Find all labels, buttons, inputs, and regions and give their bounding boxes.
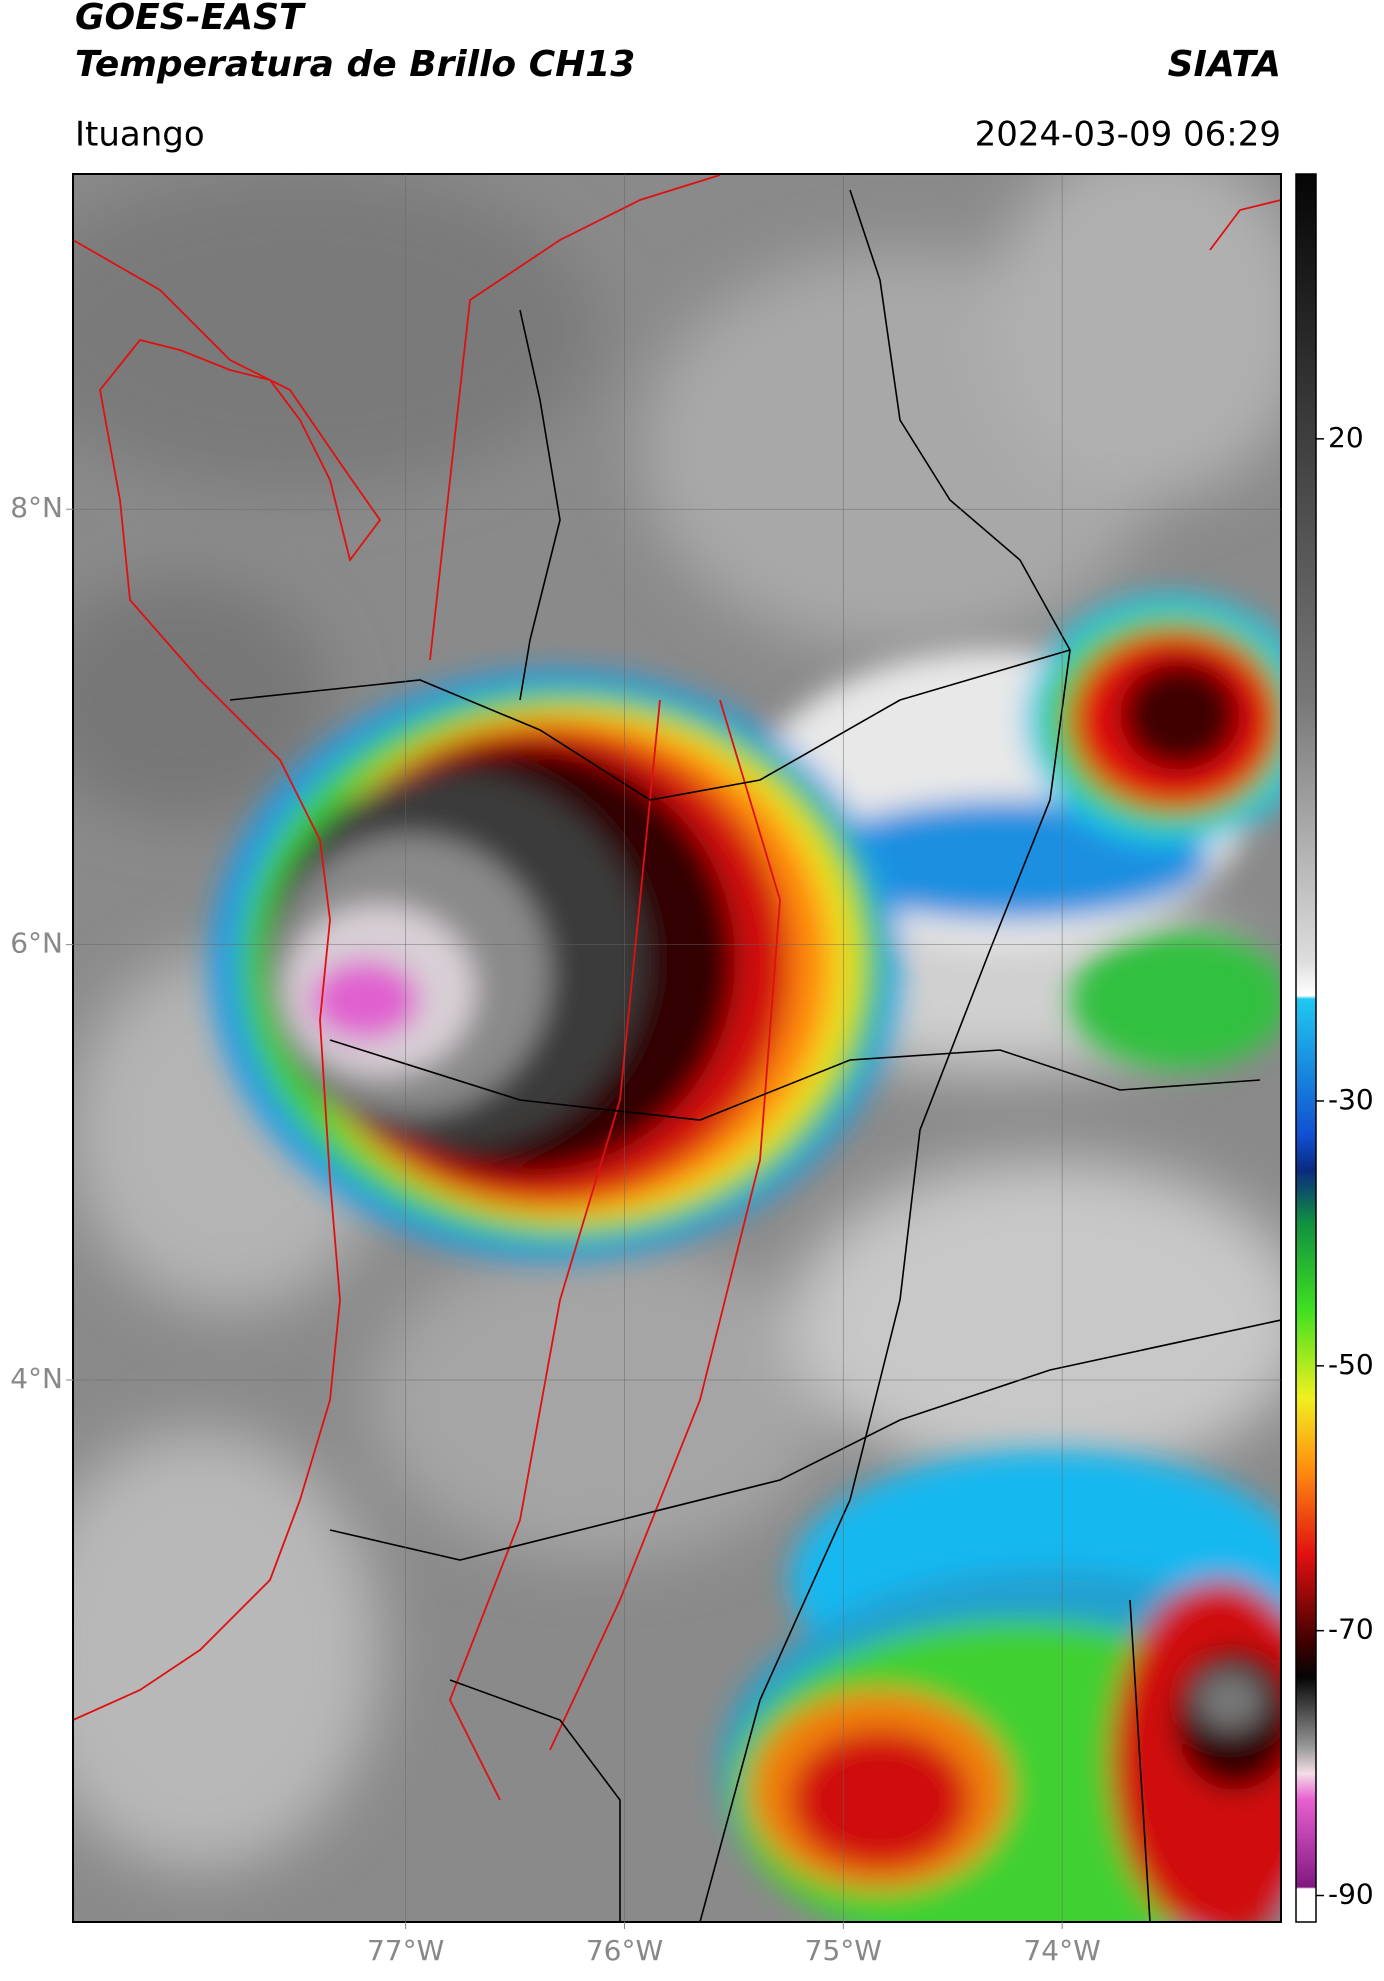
lon-label: 77°W bbox=[367, 1934, 444, 1967]
colorbar-label: -70 bbox=[1328, 1613, 1374, 1646]
lat-label: 4°N bbox=[10, 1362, 63, 1395]
colorbar-label: -90 bbox=[1328, 1878, 1374, 1911]
map-grid: 77°W 76°W 75°W 74°W 4°N 6°N 8°N bbox=[10, 174, 1281, 1967]
source: SIATA bbox=[1168, 44, 1281, 85]
lat-label: 8°N bbox=[10, 491, 63, 524]
lon-label: 74°W bbox=[1023, 1934, 1100, 1967]
colorbar-label: 20 bbox=[1328, 421, 1364, 454]
title: GOES-EAST bbox=[75, 0, 306, 38]
datetime: 2024-03-09 06:29 bbox=[975, 115, 1281, 155]
colorbar bbox=[1295, 173, 1317, 1923]
lon-label: 76°W bbox=[586, 1934, 663, 1967]
satellite-image bbox=[73, 174, 1281, 1922]
colorbar-label: -30 bbox=[1328, 1083, 1374, 1116]
colorbar-ticks: 20 -30 -50 -70 -90 bbox=[1316, 421, 1374, 1911]
lon-label: 75°W bbox=[805, 1934, 882, 1967]
location: Ituango bbox=[75, 115, 205, 155]
map-frame bbox=[72, 173, 1282, 1923]
colorbar-label: -50 bbox=[1328, 1348, 1374, 1381]
lat-label: 6°N bbox=[10, 927, 63, 960]
subtitle: Temperatura de Brillo CH13 bbox=[75, 44, 635, 85]
